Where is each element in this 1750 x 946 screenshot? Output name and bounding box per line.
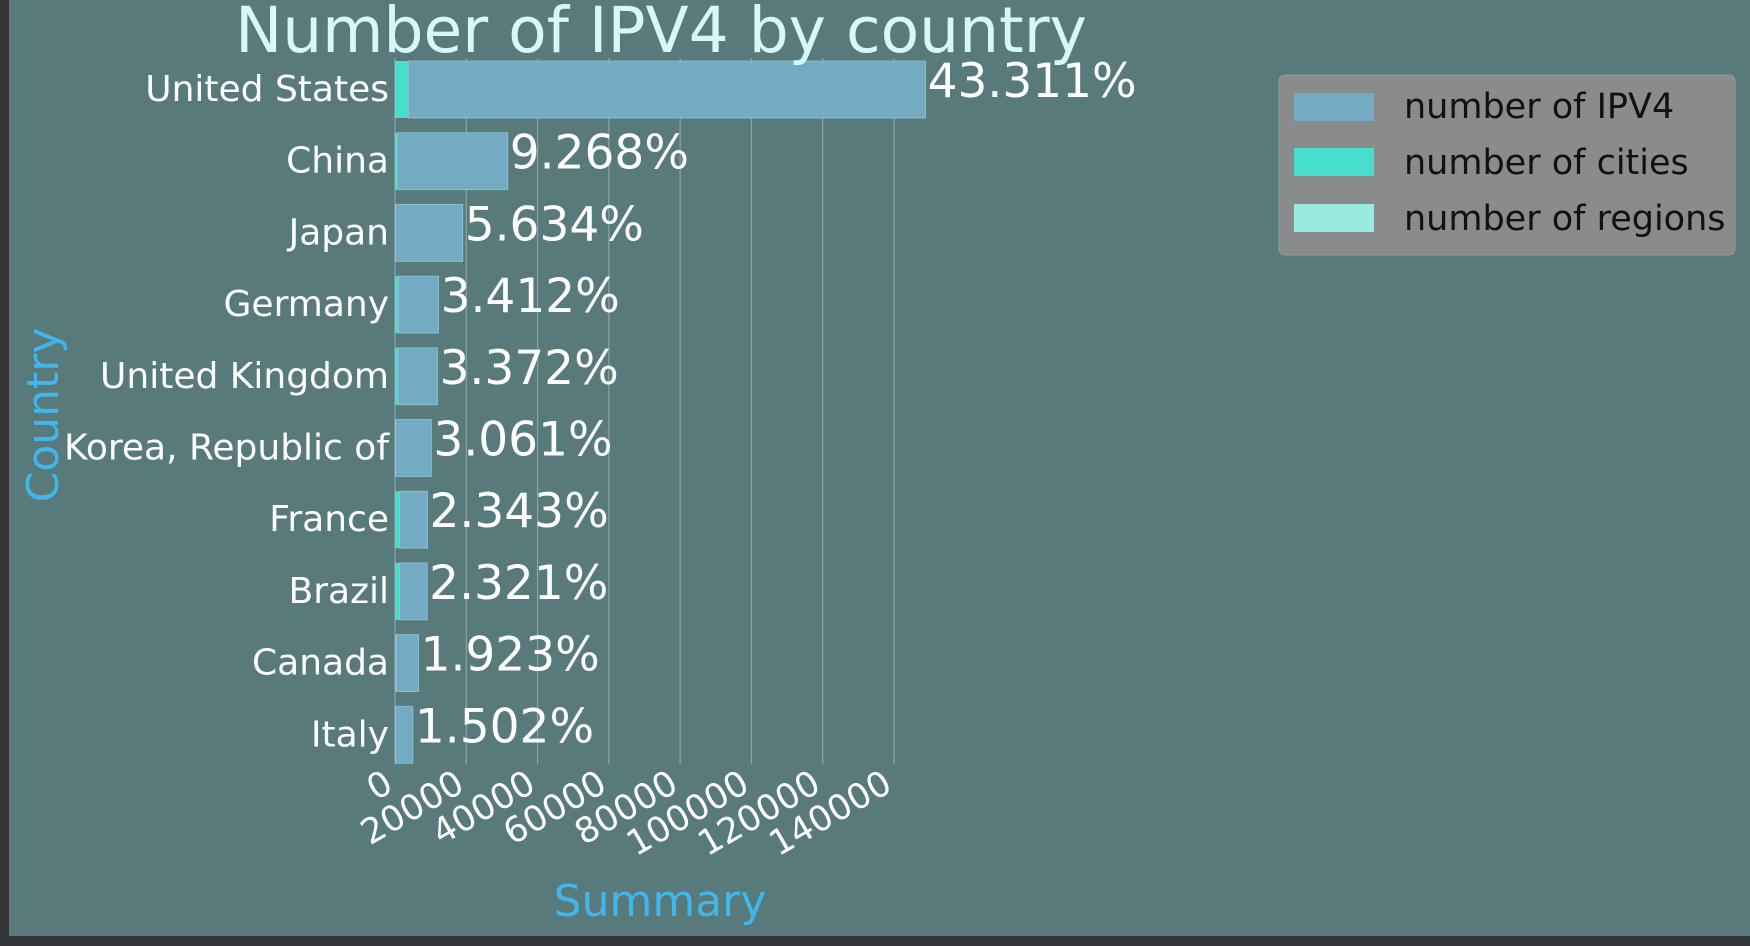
y-tick-label: France	[269, 499, 389, 540]
bar-ipv4	[397, 347, 438, 406]
percent-label: 3.412%	[441, 269, 620, 324]
bars	[395, 60, 926, 764]
percent-label: 2.321%	[429, 556, 608, 611]
bar-ipv4	[397, 275, 439, 334]
y-tick-label: Korea, Republic of	[64, 428, 390, 469]
legend-box	[1278, 74, 1736, 256]
percent-label: 1.923%	[421, 628, 600, 683]
legend-swatch-cities	[1294, 148, 1374, 176]
x-axis-label: Summary	[554, 876, 767, 927]
percent-label: 3.372%	[440, 341, 619, 396]
bar-cities	[395, 491, 400, 549]
y-tick-label: Brazil	[289, 571, 389, 612]
bar-ipv4	[396, 634, 419, 692]
legend-label-cities: number of cities	[1404, 143, 1689, 183]
bar-cities	[395, 276, 399, 334]
bar-cities	[395, 61, 409, 118]
percent-label: 2.343%	[430, 484, 609, 539]
y-tick-label: United States	[145, 69, 389, 110]
y-axis-label: Country	[18, 328, 69, 503]
percent-label: 1.502%	[415, 699, 594, 754]
bar-ipv4	[399, 562, 428, 621]
bar-chart: 43.311% 9.268% 5.634% 3.412% 3.372% 3.061% 2.3…	[18, 0, 1736, 927]
bar-ipv4	[395, 203, 464, 262]
bar-cities	[395, 562, 400, 620]
y-tick-label: United Kingdom	[100, 356, 389, 397]
legend-label-regions: number of regions	[1404, 199, 1726, 239]
bar-ipv4	[395, 419, 432, 477]
legend-swatch-ipv4	[1294, 93, 1374, 121]
y-tick-label: Italy	[311, 714, 389, 755]
bar-ipv4	[395, 705, 414, 764]
chart-title: Number of IPV4 by country	[235, 0, 1087, 67]
percent-label: 43.311%	[928, 54, 1137, 109]
bar-cities	[395, 634, 397, 692]
data-labels: 43.311% 9.268% 5.634% 3.412% 3.372% 3.061% 2.3…	[415, 54, 1137, 754]
chart-background: 43.311% 9.268% 5.634% 3.412% 3.372% 3.061% 2.3…	[9, 0, 1750, 936]
percent-label: 5.634%	[465, 197, 644, 252]
bar-ipv4	[408, 60, 926, 119]
bar-ipv4	[399, 490, 428, 549]
percent-label: 9.268%	[510, 126, 689, 181]
y-tick-label: China	[286, 141, 389, 182]
bar-ipv4	[396, 132, 509, 191]
bar-cities	[395, 132, 398, 190]
y-tick-label: Canada	[252, 643, 389, 684]
y-tick-labels: United States China Japan Germany United Kin…	[64, 69, 390, 755]
legend-label-ipv4: number of IPV4	[1404, 87, 1674, 127]
percent-label: 3.061%	[433, 413, 612, 468]
y-tick-label: Japan	[287, 212, 389, 253]
bar-cities	[395, 347, 398, 405]
legend: number of IPV4 number of cities number o…	[1278, 74, 1736, 256]
y-tick-label: Germany	[224, 284, 389, 325]
legend-swatch-regions	[1294, 204, 1374, 232]
